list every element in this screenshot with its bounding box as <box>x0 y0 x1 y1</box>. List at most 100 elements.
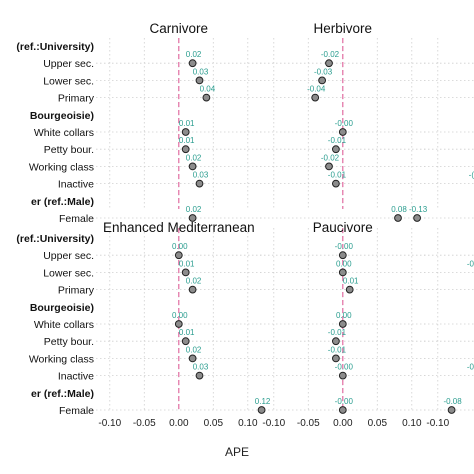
row-group-header: Bourgeoisie) <box>30 110 94 122</box>
value-label: 0.02 <box>186 345 202 354</box>
panel-title: Paucivore <box>313 220 373 235</box>
x-axis-title: APE <box>225 445 249 459</box>
data-point <box>332 337 340 346</box>
value-label: 0.01 <box>179 259 195 268</box>
row-label: White collars <box>34 127 94 139</box>
value-label: 0.01 <box>179 328 195 337</box>
value-label: -0.03 <box>314 67 333 76</box>
data-point <box>181 145 190 154</box>
x-tick-label: 0.10 <box>402 418 422 429</box>
row-label: Female <box>59 405 94 417</box>
row-group-header: Bourgeoisie) <box>30 302 94 314</box>
data-point <box>338 371 347 380</box>
row-label: Working class <box>29 161 94 173</box>
data-point <box>195 76 204 85</box>
data-point <box>195 179 204 188</box>
data-point <box>188 354 197 363</box>
row-group-header: er (ref.:Male) <box>31 196 94 208</box>
data-point <box>345 285 354 294</box>
x-tick-label: 0.05 <box>368 418 388 429</box>
data-point <box>195 371 204 380</box>
value-label: -0.00 <box>335 242 354 251</box>
data-point <box>181 337 190 346</box>
row-group-header: (ref.:University) <box>16 233 94 245</box>
row-label: Female <box>59 213 94 225</box>
data-point <box>318 76 327 85</box>
x-tick-label: -0.05 <box>133 418 156 429</box>
row-label: Inactive <box>58 179 94 191</box>
value-label: 0.00 <box>172 242 188 251</box>
data-point <box>447 406 456 414</box>
value-label: -0.01 <box>328 345 347 354</box>
row-label: Lower sec. <box>43 267 94 279</box>
row-label: Primary <box>58 93 95 105</box>
data-point <box>338 128 347 136</box>
row-label: Petty bour. <box>44 144 94 156</box>
row-label: Upper sec. <box>43 250 94 262</box>
value-label: 0.00 <box>172 311 188 320</box>
data-point <box>181 268 190 277</box>
data-point <box>311 93 320 102</box>
row-group-header: (ref.:University) <box>16 41 94 53</box>
data-point <box>174 320 183 328</box>
value-label: -0.04 <box>307 85 326 94</box>
value-label: -0.00 <box>335 397 354 406</box>
data-point <box>332 354 340 363</box>
value-label: 0.01 <box>179 119 195 128</box>
x-tick-label: -0.05 <box>297 418 320 429</box>
value-label: 0.00 <box>336 311 352 320</box>
value-label: -0.01 <box>328 328 347 337</box>
value-label: 0.01 <box>179 136 195 145</box>
value-label: -0.13 <box>409 205 428 214</box>
row-label: Petty bour. <box>44 336 94 348</box>
value-label: -0.01 <box>328 171 347 180</box>
data-point <box>413 214 422 222</box>
x-tick-label: 0.00 <box>333 418 353 429</box>
data-point <box>325 162 333 171</box>
panel-title: Herbivore <box>314 21 373 36</box>
x-tick-label: 0.05 <box>204 418 224 429</box>
value-label: -0.02 <box>321 153 340 162</box>
x-tick-label: 0.00 <box>169 418 189 429</box>
zero-reference-lines <box>178 38 344 410</box>
data-point <box>332 179 340 188</box>
value-label: 0.08 <box>391 205 407 214</box>
text-layer: (ref.:University) Upper sec. Lower sec. Pri… <box>16 21 474 429</box>
data-point <box>202 93 211 102</box>
data-points <box>174 59 456 414</box>
x-tick-label: -0.10 <box>98 418 121 429</box>
data-point <box>338 251 347 260</box>
panel-title: Enhanced Mediterranean <box>103 220 255 235</box>
value-label: 0.04 <box>200 85 216 94</box>
row-label: Primary <box>58 285 95 297</box>
data-point <box>332 145 340 154</box>
data-point <box>188 285 197 294</box>
value-label: 0.00 <box>336 259 352 268</box>
data-point <box>257 406 266 414</box>
grid-layer <box>96 38 474 411</box>
value-label: 0.02 <box>186 205 202 214</box>
value-label: -0.02 <box>321 50 340 59</box>
data-point <box>394 214 402 222</box>
value-label: 0.03 <box>193 171 209 180</box>
data-point <box>338 320 347 328</box>
x-tick-label: 0.10 <box>238 418 258 429</box>
row-label: Inactive <box>58 371 94 383</box>
x-tick-label: -0.10 <box>262 418 285 429</box>
value-label: -( <box>469 171 474 180</box>
value-label: 0.12 <box>255 397 271 406</box>
value-label: -0 <box>467 363 474 372</box>
row-label: Lower sec. <box>43 75 94 87</box>
data-point <box>181 128 190 136</box>
row-group-header: er (ref.:Male) <box>31 388 94 400</box>
data-point <box>338 268 347 277</box>
value-label: -0.08 <box>443 397 462 406</box>
value-label: 0.03 <box>193 67 209 76</box>
value-label: -0 <box>467 259 474 268</box>
row-label: Upper sec. <box>43 58 94 70</box>
row-label: Working class <box>29 353 94 365</box>
value-label: 0.02 <box>186 153 202 162</box>
data-point <box>338 406 347 414</box>
value-label: 0.02 <box>186 50 202 59</box>
